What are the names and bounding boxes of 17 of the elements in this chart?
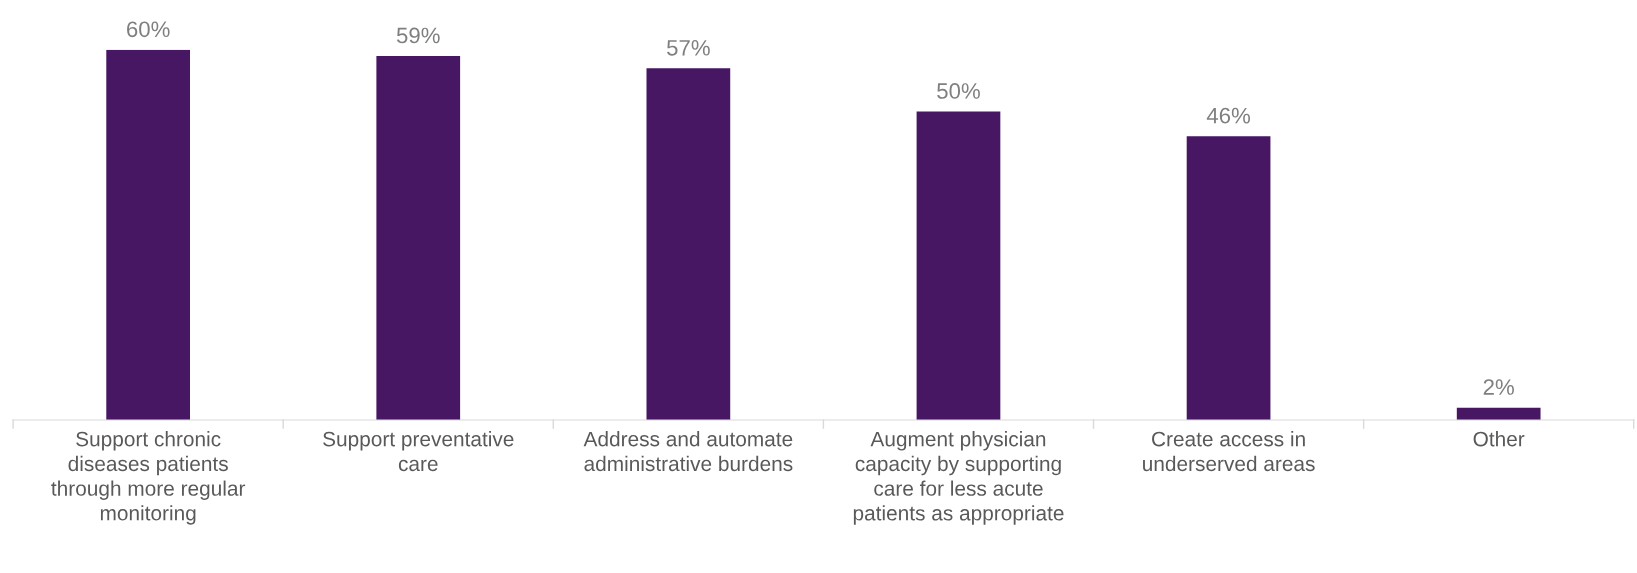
bar [106, 49, 191, 421]
data-label: 46% [1206, 107, 1251, 124]
data-label: 59% [396, 27, 440, 44]
bar [646, 68, 731, 421]
data-label: 50% [937, 83, 980, 99]
x-tick-label: Other [1473, 431, 1525, 447]
bar [376, 56, 461, 421]
x-tick-label: Augment physician capacity by supporting care for less acute patients as appropriate [853, 431, 1064, 525]
data-label: 2% [1483, 379, 1514, 395]
bar [1186, 136, 1271, 421]
x-tick-label: Support chronic diseases patients through more regular monitoring [51, 431, 246, 525]
bar [916, 111, 1001, 421]
x-tick-label: Create access in underserved areas [1143, 431, 1315, 472]
x-tick-label: Address and automate administrative burdens [583, 431, 793, 472]
data-label: 60% [127, 21, 170, 38]
x-tick-label: Support preventative care [323, 431, 514, 472]
data-label: 57% [667, 39, 710, 56]
